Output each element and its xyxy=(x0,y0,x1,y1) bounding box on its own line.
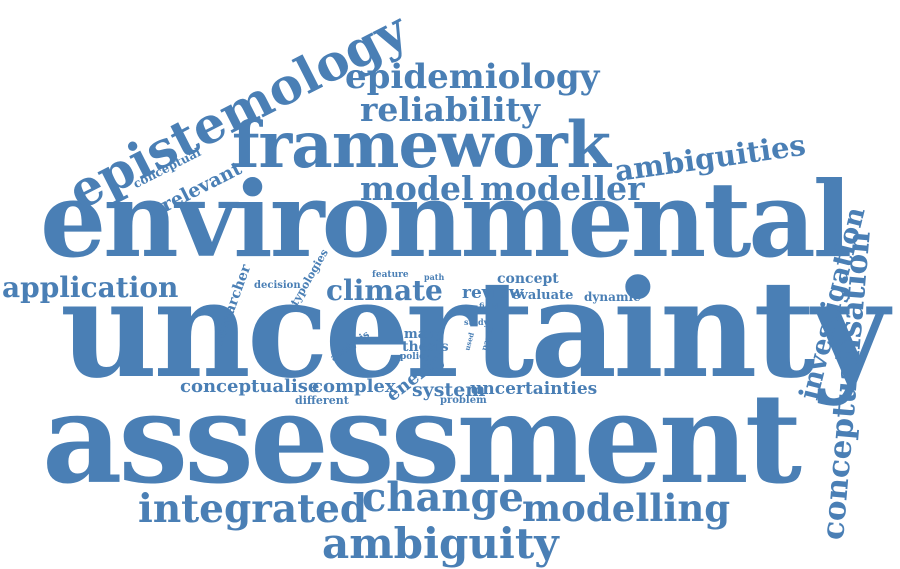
word-policy: policy xyxy=(400,352,430,362)
word-dynamic: dynamic xyxy=(584,290,641,304)
word-reliability: reliability xyxy=(360,90,540,129)
word-model: model xyxy=(360,169,474,208)
word-many: many xyxy=(404,327,444,342)
word-modeller: modeller xyxy=(480,169,645,208)
word-environmental: environmental xyxy=(40,158,852,281)
word-change: change xyxy=(362,474,524,521)
word-complex: complex xyxy=(312,376,396,397)
word-study: study xyxy=(464,317,489,327)
word-modelling: modelling xyxy=(522,486,731,530)
word-uncertainty: uncertainty xyxy=(60,250,889,408)
word-evaluate: evaluate xyxy=(512,288,574,303)
word-different: different xyxy=(295,394,349,407)
word-concept: concept xyxy=(497,271,559,287)
word-thesis: thesis xyxy=(402,339,449,355)
word-feature: feature xyxy=(372,270,409,280)
word-epidemiology: epidemiology xyxy=(345,57,600,97)
word-uncertainties: uncertainties xyxy=(470,379,598,399)
word-conceptualise: conceptualise xyxy=(180,376,320,397)
word-decision: decision xyxy=(254,280,301,291)
word-review: review xyxy=(462,283,524,303)
word-field: field xyxy=(479,301,499,311)
word-integrated: integrated xyxy=(138,486,368,532)
word-application: application xyxy=(2,271,179,304)
word-path: path xyxy=(424,272,445,282)
word-climate: climate xyxy=(326,274,443,307)
word-assessment: assessment xyxy=(42,367,802,512)
word-framework: framework xyxy=(232,108,611,183)
word-problem: problem xyxy=(440,395,487,406)
word-system: system xyxy=(412,379,486,401)
word-ambiguity: ambiguity xyxy=(322,519,559,568)
